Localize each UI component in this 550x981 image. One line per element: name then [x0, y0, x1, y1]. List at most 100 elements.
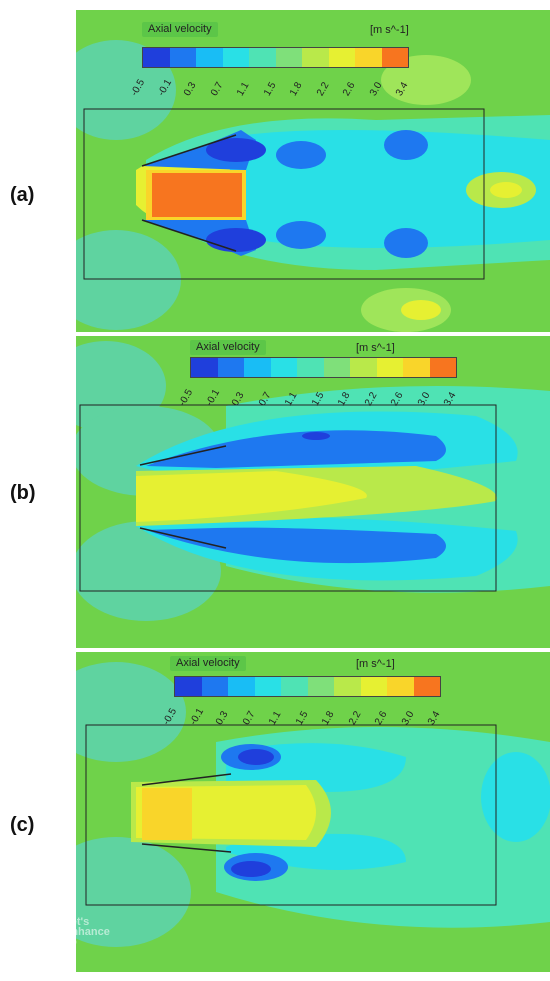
contour-region [401, 300, 441, 320]
figure-label-b: (b) [10, 482, 36, 504]
figure-label-c: (c) [10, 814, 35, 836]
color-swatch [334, 677, 361, 696]
contour-region [146, 430, 446, 468]
color-scale-tick-label: -0.1 [187, 706, 206, 728]
watermark-circle-icon [30, 917, 62, 949]
color-swatch [275, 48, 302, 67]
contour-region [384, 228, 428, 258]
contour-region [152, 173, 242, 217]
color-swatch [201, 677, 228, 696]
contour-region [206, 138, 266, 162]
color-scale-tick-label: 1.8 [320, 709, 337, 728]
color-scale-tick-label: 2.2 [346, 709, 363, 728]
watermark-line-3: .io [64, 936, 77, 948]
color-scale-bar-c [174, 676, 441, 697]
contour-region [206, 228, 266, 252]
contour-region [76, 662, 186, 762]
color-swatch [413, 677, 440, 696]
color-scale-tick-label: 1.8 [288, 80, 305, 99]
color-scale-tick-label: 2.6 [389, 390, 406, 409]
color-scale-tick-label: 3.0 [415, 390, 432, 409]
domain-boundary [85, 724, 497, 906]
contour-region [146, 527, 446, 564]
nozzle-wall [141, 134, 237, 167]
nozzle-wall [141, 773, 232, 786]
contour-panel-b [76, 336, 550, 648]
contour-region [76, 837, 191, 947]
color-swatch [307, 677, 334, 696]
color-scale-tick-label: 2.2 [314, 80, 331, 99]
color-scale-tick-label: 2.6 [341, 80, 358, 99]
color-scale-tick-label: 1.8 [336, 390, 353, 409]
color-scale-bar-b [190, 357, 457, 378]
color-scale-tick-label: 1.5 [261, 80, 278, 99]
legend-title-b: Axial velocity [190, 340, 266, 355]
color-scale-bar-a [142, 47, 409, 68]
legend-title-c: Axial velocity [170, 656, 246, 671]
color-swatch [281, 677, 308, 696]
color-swatch [360, 677, 387, 696]
color-swatch [196, 48, 223, 67]
contour-region [302, 432, 330, 440]
legend-unit-b: [m s^-1] [356, 342, 395, 354]
velocity-field-c [76, 662, 550, 947]
color-scale-ticks-b: -0.5 -0.1 0.3 0.7 1.1 1.5 1.8 2.2 2.6 3.0 3.4 [177, 380, 458, 410]
watermark-logo: Let's Enhance .io [30, 913, 140, 957]
nozzle-wall [141, 843, 232, 853]
velocity-field-b [76, 341, 550, 621]
color-swatch [228, 677, 255, 696]
color-swatch [254, 677, 281, 696]
color-scale-tick-label: 3.0 [367, 80, 384, 99]
nozzle-wall [141, 219, 237, 252]
color-swatch [169, 48, 196, 67]
contour-region [238, 749, 274, 765]
figure-label-a: (a) [10, 184, 35, 206]
color-swatch [297, 358, 324, 377]
color-swatch [244, 358, 271, 377]
color-scale-tick-label: 0.7 [208, 80, 225, 99]
legend-unit-c: [m s^-1] [356, 658, 395, 670]
color-swatch [217, 358, 244, 377]
color-swatch [323, 358, 350, 377]
color-swatch [376, 358, 403, 377]
color-swatch [355, 48, 382, 67]
color-scale-tick-label: 0.7 [240, 709, 257, 728]
domain-boundary [83, 108, 485, 280]
legend-unit-a: [m s^-1] [370, 24, 409, 36]
watermark-line-1: Let's [64, 916, 90, 928]
color-scale-tick-label: 1.5 [293, 709, 310, 728]
color-swatch [143, 48, 170, 67]
contour-region [481, 752, 550, 842]
color-scale-tick-label: 0.7 [256, 390, 273, 409]
color-swatch [429, 358, 456, 377]
color-scale-tick-label: -0.1 [155, 77, 174, 99]
color-scale-tick-label: 1.1 [267, 709, 284, 728]
color-swatch [175, 677, 202, 696]
color-scale-tick-label: 0.3 [214, 709, 231, 728]
color-swatch [249, 48, 276, 67]
contour-region [490, 182, 522, 198]
color-swatch [302, 48, 329, 67]
contour-panel-c [76, 652, 550, 972]
contour-region [276, 141, 326, 169]
color-scale-tick-label: 0.3 [230, 390, 247, 409]
color-scale-tick-label: 1.5 [309, 390, 326, 409]
contour-region [384, 130, 428, 160]
watermark-line-2: Enhance [64, 926, 110, 938]
color-scale-tick-label: 1.1 [235, 80, 252, 99]
color-swatch [270, 358, 297, 377]
contour-region [142, 788, 192, 840]
color-swatch [222, 48, 249, 67]
color-scale-ticks-c: -0.5 -0.1 0.3 0.7 1.1 1.5 1.8 2.2 2.6 3.0 3.4 [161, 699, 442, 729]
color-swatch [350, 358, 377, 377]
legend-title-a: Axial velocity [142, 22, 218, 37]
color-swatch [403, 358, 430, 377]
color-swatch [387, 677, 414, 696]
color-scale-tick-label: 2.6 [373, 709, 390, 728]
color-scale-tick-label: 3.0 [399, 709, 416, 728]
domain-boundary [79, 404, 497, 592]
nozzle-wall [139, 445, 227, 466]
nozzle-wall [139, 527, 227, 549]
contour-region [231, 861, 271, 877]
color-scale-tick-label: 0.3 [182, 80, 199, 99]
